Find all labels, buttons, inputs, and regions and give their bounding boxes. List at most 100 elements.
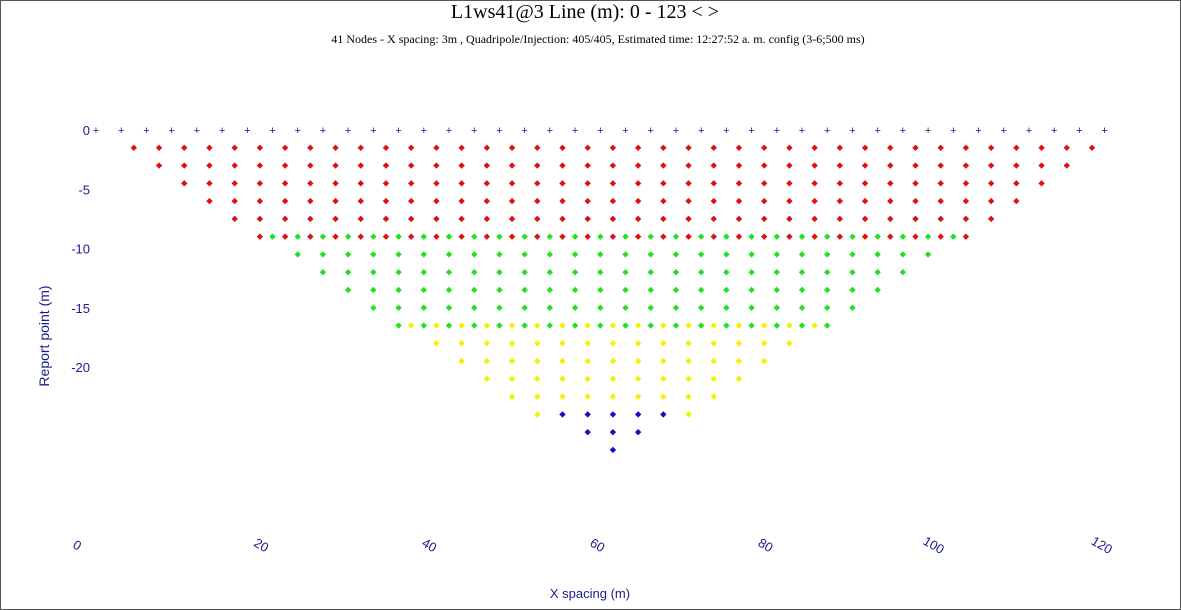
electrode-marker: + bbox=[900, 125, 906, 137]
data-point bbox=[710, 375, 717, 383]
data-point bbox=[269, 233, 276, 240]
data-point bbox=[357, 144, 364, 151]
data-point bbox=[735, 180, 743, 187]
x-axis-label: X spacing (m) bbox=[550, 586, 630, 601]
data-point bbox=[508, 322, 516, 329]
data-point bbox=[811, 215, 818, 223]
data-point bbox=[723, 322, 730, 329]
data-point bbox=[1038, 144, 1045, 151]
data-point bbox=[559, 162, 566, 169]
data-point bbox=[811, 322, 818, 329]
data-point bbox=[546, 322, 554, 329]
data-point bbox=[559, 144, 566, 151]
data-point bbox=[849, 286, 856, 294]
data-point bbox=[458, 180, 465, 187]
data-point bbox=[987, 144, 995, 151]
data-point bbox=[382, 215, 390, 223]
data-point bbox=[395, 304, 402, 311]
data-point bbox=[534, 180, 541, 187]
data-point bbox=[622, 233, 629, 240]
data-point bbox=[697, 233, 705, 240]
data-point bbox=[483, 162, 491, 169]
data-point bbox=[534, 357, 541, 365]
data-point bbox=[849, 251, 856, 258]
electrode-marker: + bbox=[269, 125, 275, 137]
electrode-marker: + bbox=[521, 125, 527, 137]
data-point bbox=[433, 215, 440, 223]
data-point bbox=[798, 322, 806, 329]
data-point bbox=[433, 162, 440, 169]
data-point bbox=[735, 375, 743, 383]
data-point bbox=[735, 162, 743, 169]
data-point bbox=[685, 180, 692, 187]
data-point bbox=[811, 162, 818, 169]
data-point bbox=[559, 357, 566, 365]
data-point bbox=[370, 233, 377, 240]
data-point bbox=[559, 411, 566, 418]
data-point bbox=[634, 375, 642, 383]
data-point bbox=[609, 180, 617, 187]
data-point bbox=[496, 233, 503, 240]
series-3 bbox=[559, 411, 667, 454]
data-point bbox=[685, 215, 692, 223]
data-point bbox=[433, 144, 440, 151]
data-point bbox=[584, 357, 591, 365]
data-point bbox=[395, 251, 402, 258]
data-point bbox=[382, 197, 390, 205]
data-point bbox=[987, 197, 995, 205]
data-point bbox=[723, 286, 730, 294]
y-tick-label: -20 bbox=[71, 360, 90, 375]
data-point bbox=[508, 144, 516, 151]
data-point bbox=[571, 286, 579, 294]
electrode-marker: + bbox=[194, 125, 200, 137]
data-point bbox=[824, 251, 831, 258]
data-points bbox=[130, 144, 1096, 454]
data-point bbox=[937, 233, 944, 240]
electrode-marker: + bbox=[622, 125, 628, 137]
data-point bbox=[962, 233, 970, 240]
data-point bbox=[559, 180, 566, 187]
data-point bbox=[407, 322, 415, 329]
x-tick-label: 40 bbox=[419, 535, 439, 555]
data-point bbox=[760, 197, 768, 205]
data-point bbox=[496, 304, 503, 311]
data-point bbox=[1013, 144, 1020, 151]
data-point bbox=[634, 340, 642, 347]
x-tick-label: 60 bbox=[588, 535, 608, 555]
data-point bbox=[735, 144, 743, 151]
data-point bbox=[307, 180, 314, 187]
data-point bbox=[811, 144, 818, 151]
electrode-marker: + bbox=[723, 125, 729, 137]
data-point bbox=[521, 269, 528, 276]
data-point bbox=[660, 375, 667, 383]
data-point bbox=[735, 340, 743, 347]
electrode-marker: + bbox=[168, 125, 174, 137]
data-point bbox=[786, 197, 793, 205]
data-point bbox=[433, 233, 440, 240]
data-point bbox=[786, 144, 793, 151]
data-point bbox=[950, 233, 957, 240]
data-point bbox=[395, 322, 402, 329]
data-point bbox=[584, 197, 591, 205]
data-point bbox=[962, 197, 970, 205]
data-point bbox=[294, 251, 301, 258]
data-point bbox=[760, 322, 768, 329]
data-point bbox=[924, 233, 932, 240]
data-point bbox=[496, 251, 503, 258]
data-point bbox=[660, 322, 667, 329]
data-point bbox=[584, 428, 591, 436]
data-point bbox=[634, 144, 642, 151]
data-point bbox=[849, 233, 856, 240]
data-point bbox=[307, 215, 314, 223]
data-point bbox=[634, 233, 642, 240]
x-tick-label: 0 bbox=[70, 537, 84, 554]
data-point bbox=[634, 180, 642, 187]
data-point bbox=[395, 269, 402, 276]
data-point bbox=[534, 411, 541, 418]
electrode-marker: + bbox=[774, 125, 780, 137]
data-point bbox=[307, 162, 314, 169]
data-point bbox=[824, 286, 831, 294]
data-point bbox=[332, 162, 339, 169]
data-point bbox=[609, 340, 617, 347]
data-point bbox=[445, 233, 453, 240]
